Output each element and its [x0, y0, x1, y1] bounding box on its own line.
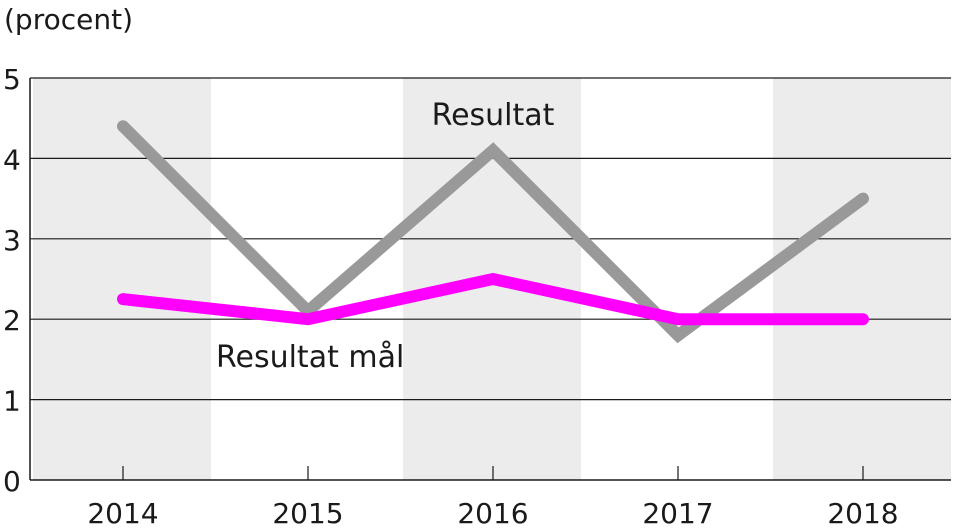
x-tick-label: 2017 [642, 497, 713, 530]
x-tick-label: 2014 [87, 497, 158, 530]
series-label: Resultat [432, 98, 555, 133]
x-tick-label: 2018 [827, 497, 898, 530]
band-2018 [773, 78, 951, 480]
y-unit-label: (procent) [4, 3, 133, 36]
y-tick-label: 1 [3, 385, 21, 418]
y-tick-label: 4 [3, 143, 21, 176]
band-2014 [33, 78, 211, 480]
labels: 0 1 2 3 4 5 2014 2015 2016 2017 2018 Resultat Result… [3, 63, 899, 530]
y-tick-label: 2 [3, 304, 21, 337]
x-tick-label: 2015 [272, 497, 343, 530]
y-tick-label: 0 [3, 465, 21, 498]
y-tick-label: 3 [3, 224, 21, 257]
x-tick-label: 2016 [457, 497, 528, 530]
series-lines [117, 120, 869, 344]
series-line-1 [117, 272, 869, 326]
series-line-0 [117, 120, 869, 344]
axes [29, 78, 951, 481]
y-tick-label: 5 [3, 63, 21, 96]
series-label: Resultat mål [216, 340, 404, 375]
